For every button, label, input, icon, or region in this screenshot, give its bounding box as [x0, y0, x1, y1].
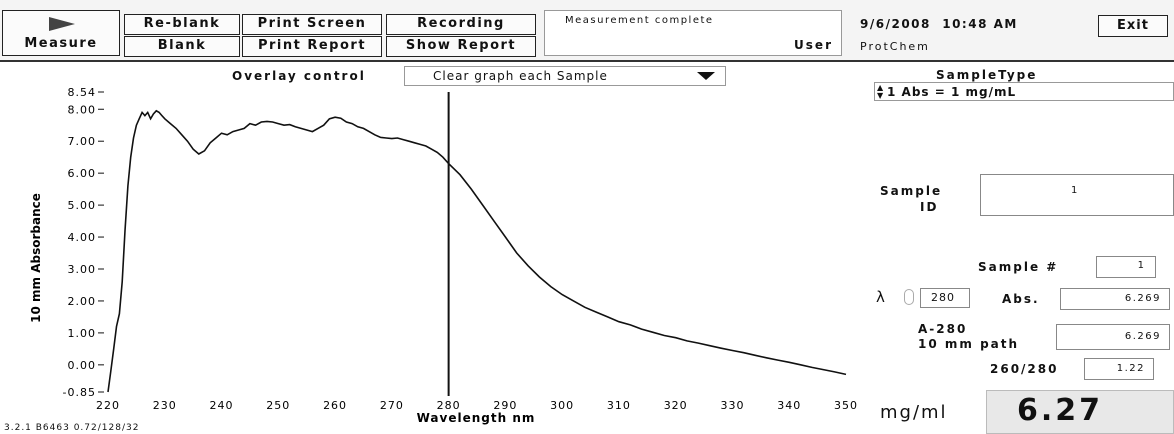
a280-field[interactable]: 6.269 [1056, 324, 1170, 350]
y-tick-label: 3.00 [68, 263, 97, 276]
exit-button[interactable]: Exit [1098, 15, 1168, 37]
show-report-button[interactable]: Show Report [386, 36, 536, 57]
y-tick-label: 4.00 [68, 231, 97, 244]
x-tick-label: 260 [323, 399, 347, 412]
user-label: User [794, 38, 833, 52]
x-tick-label: 220 [96, 399, 120, 412]
y-tick-label: 8.54 [68, 86, 97, 99]
sample-number-field[interactable]: 1 [1096, 256, 1156, 278]
sample-number-label: Sample # [978, 260, 1059, 274]
ratio-field[interactable]: 1.22 [1084, 358, 1154, 380]
sample-type-label: SampleType [936, 68, 1038, 82]
x-tick-label: 230 [153, 399, 177, 412]
x-tick-label: 300 [550, 399, 574, 412]
abs-label: Abs. [1002, 292, 1040, 306]
version-text: 3.2.1 B6463 0.72/128/32 [4, 423, 140, 433]
sample-type-select[interactable]: ▲ ▼ 1 Abs = 1 mg/mL [874, 82, 1174, 101]
x-tick-label: 320 [664, 399, 688, 412]
y-tick-label: 7.00 [68, 135, 97, 148]
sample-id-field[interactable]: 1 [980, 174, 1174, 216]
x-tick-label: 350 [834, 399, 858, 412]
lambda-symbol: λ [876, 288, 885, 306]
print-screen-button[interactable]: Print Screen [242, 14, 382, 35]
chevron-down-icon [697, 72, 715, 80]
result-value: 6.27 [1017, 393, 1104, 428]
a280-label: A-280 10 mm path [918, 322, 1020, 351]
datetime-text: 9/6/2008 10:48 AM [860, 17, 1018, 31]
blank-button[interactable]: Blank [124, 36, 240, 57]
result-unit: mg/ml [880, 402, 948, 423]
measure-label: Measure [24, 36, 98, 51]
result-panel: 6.27 [986, 390, 1174, 434]
x-tick-label: 280 [437, 399, 461, 412]
sample-type-value: 1 Abs = 1 mg/mL [887, 85, 1017, 99]
x-tick-label: 240 [210, 399, 234, 412]
x-tick-label: 270 [380, 399, 404, 412]
spectrum-line [107, 109, 847, 393]
status-panel: Measurement complete User [544, 10, 842, 56]
ratio-label: 260/280 [990, 362, 1059, 376]
overlay-control-label: Overlay control [232, 69, 366, 83]
y-tick-label: 5.00 [68, 199, 97, 212]
sample-id-label: Sample ID [880, 184, 943, 214]
y-tick-label: 0.00 [68, 359, 97, 372]
absorbance-chart: 10 mm Absorbance Wavelength nm 8.54 8.00 7… [29, 86, 858, 425]
y-tick-label: 6.00 [68, 167, 97, 180]
y-axis-label: 10 mm Absorbance [29, 193, 43, 323]
status-text: Measurement complete [565, 15, 714, 26]
y-tick-label: 2.00 [68, 295, 97, 308]
overlay-control-dropdown[interactable]: Clear graph each Sample [404, 66, 726, 86]
y-tick-label: 1.00 [68, 327, 97, 340]
play-arrow-icon [49, 17, 75, 31]
abs-field[interactable]: 6.269 [1060, 288, 1170, 310]
reblank-button[interactable]: Re-blank [124, 14, 240, 35]
lambda-spinner-icon[interactable] [904, 289, 914, 305]
user-value: ProtChem [860, 40, 930, 53]
recording-button[interactable]: Recording [386, 14, 536, 35]
x-tick-label: 250 [266, 399, 290, 412]
x-tick-label: 310 [607, 399, 631, 412]
x-tick-label: 340 [777, 399, 801, 412]
y-tick-label: 8.00 [68, 103, 97, 116]
wavelength-field[interactable]: 280 [920, 288, 970, 308]
measure-button[interactable]: Measure [2, 10, 120, 56]
print-report-button[interactable]: Print Report [242, 36, 382, 57]
x-axis-label: Wavelength nm [417, 411, 536, 425]
toolbar: Measure Re-blank Blank Print Screen Prin… [0, 0, 1174, 62]
x-tick-label: 330 [720, 399, 744, 412]
overlay-control-value: Clear graph each Sample [433, 69, 608, 83]
x-tick-label: 290 [493, 399, 517, 412]
spinner-arrows-icon[interactable]: ▲ ▼ [877, 83, 884, 100]
y-tick-label: -0.85 [63, 386, 96, 399]
